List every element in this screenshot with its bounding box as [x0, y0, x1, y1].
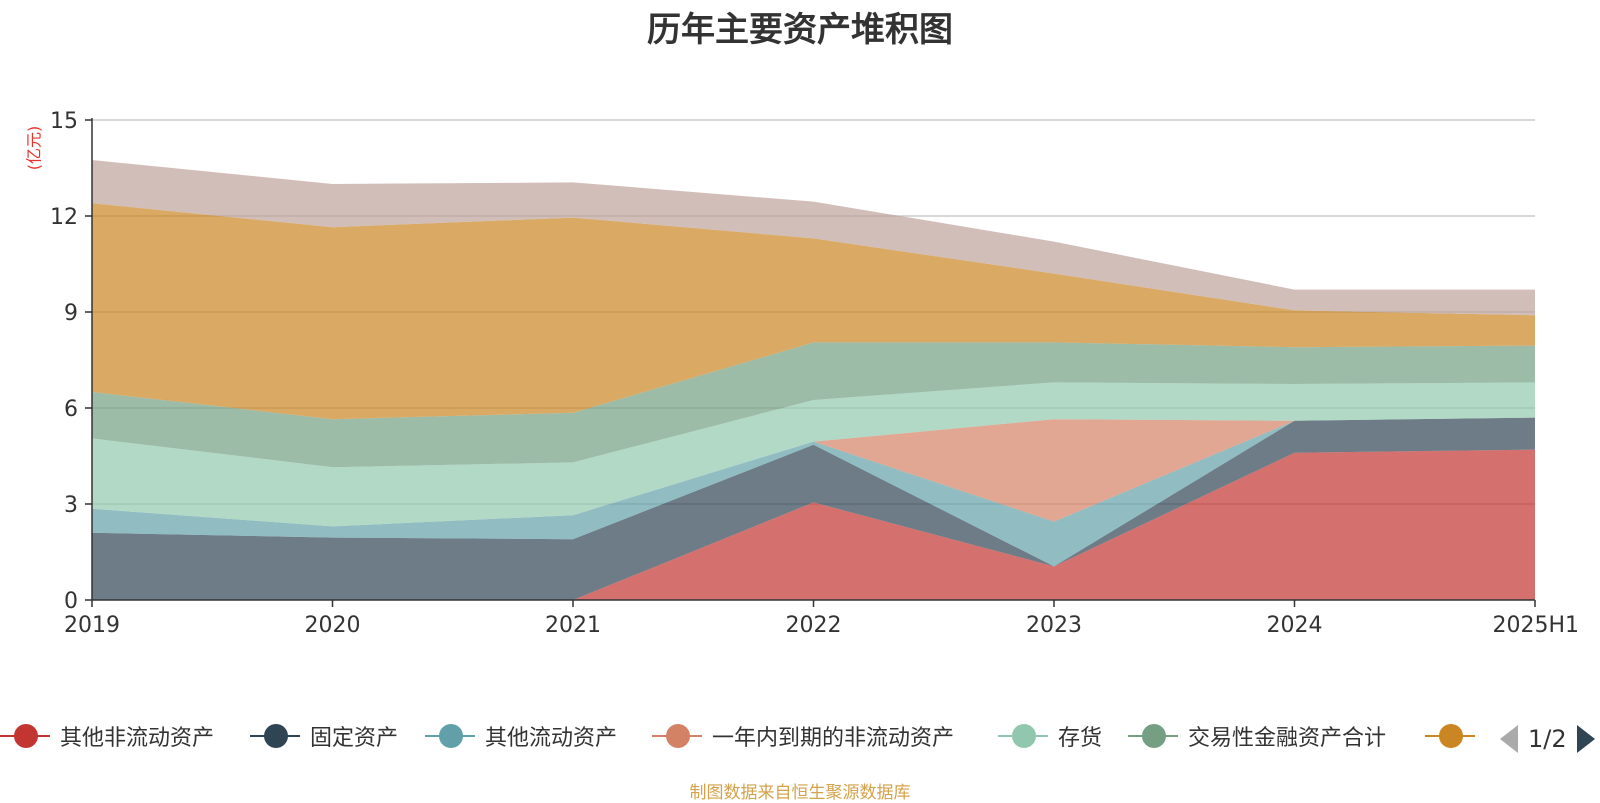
y-tick-label-4: 12: [50, 205, 78, 230]
legend-item-5[interactable]: 交易性金融资产合计: [1128, 716, 1386, 756]
pager-page-indicator: 1/2: [1528, 725, 1567, 753]
area-series-6: [92, 203, 1535, 420]
legend-item-2[interactable]: 其他流动资产: [425, 716, 617, 756]
legend-label: 存货: [1058, 726, 1103, 751]
y-tick-label-1: 3: [64, 493, 78, 518]
x-tick-label-0: 2019: [64, 613, 120, 638]
area-series-4: [92, 382, 1535, 527]
y-tick-label-2: 6: [64, 397, 78, 422]
pager-next-icon[interactable]: [1576, 725, 1595, 753]
legend-label: 其他流动资产: [485, 726, 618, 751]
y-tick-label-0: 0: [64, 589, 78, 614]
legend-marker-line: [0, 724, 50, 748]
legend-item-1[interactable]: 固定资产: [250, 716, 398, 756]
legend-dot-icon: [1439, 724, 1463, 748]
legend-dot-icon: [666, 724, 690, 748]
legend-marker-line: [1128, 724, 1178, 748]
y-axis-unit: (亿元): [8, 125, 56, 171]
x-tick-label-6: 2025H1: [1492, 613, 1579, 638]
legend-pager: 1/2: [1500, 719, 1595, 759]
y-tick-label-3: 9: [64, 301, 78, 326]
y-axis-unit-label: (亿元): [24, 125, 43, 171]
y-tick-label-5: 15: [50, 109, 78, 134]
area-series-5: [92, 342, 1535, 468]
area-series-3: [92, 417, 1535, 527]
legend-marker-line: [425, 724, 475, 748]
legend-dot-icon: [14, 724, 38, 748]
area-series-2: [92, 417, 1535, 567]
x-tick-label-1: 2020: [305, 613, 361, 638]
legend-label: 固定资产: [310, 726, 399, 751]
legend-marker-line: [998, 724, 1048, 748]
legend-label: 交易性金融资产合计: [1188, 726, 1387, 751]
legend-marker-line: [1425, 724, 1475, 748]
x-tick-label-2: 2021: [545, 613, 601, 638]
legend-dot-icon: [439, 724, 463, 748]
area-series-0: [92, 449, 1535, 600]
x-tick-label-3: 2022: [786, 613, 842, 638]
legend-marker-line: [652, 724, 702, 748]
x-tick-label-5: 2024: [1267, 613, 1323, 638]
legend-label: 一年内到期的非流动资产: [712, 726, 955, 751]
pager-prev-icon[interactable]: [1500, 725, 1518, 753]
legend-dot-icon: [264, 724, 288, 748]
legend: 其他非流动资产 固定资产 其他流动资产 一年内到期的非流动资产 存货 交易性金融资产合计: [0, 716, 1600, 756]
legend-label: 其他非流动资产: [60, 726, 215, 751]
legend-dot-icon: [1142, 724, 1166, 748]
legend-item-6[interactable]: [1425, 716, 1485, 756]
legend-dot-icon: [1012, 724, 1036, 748]
area-series-7: [92, 160, 1535, 316]
source-note: 制图数据来自恒生聚源数据库: [689, 783, 911, 803]
legend-item-4[interactable]: 存货: [998, 716, 1102, 756]
x-tick-label-4: 2023: [1026, 613, 1082, 638]
legend-item-0[interactable]: 其他非流动资产: [0, 716, 214, 756]
chart-title: 历年主要资产堆积图: [647, 10, 953, 50]
legend-marker-line: [250, 724, 300, 748]
legend-item-3[interactable]: 一年内到期的非流动资产: [652, 716, 954, 756]
area-series-1: [92, 417, 1535, 600]
